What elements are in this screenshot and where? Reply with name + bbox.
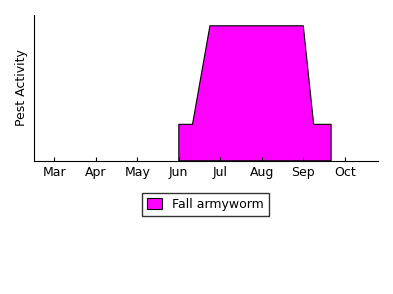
Y-axis label: Pest Activity: Pest Activity [15,49,28,126]
Legend: Fall armyworm: Fall armyworm [142,193,269,216]
Polygon shape [179,26,331,161]
